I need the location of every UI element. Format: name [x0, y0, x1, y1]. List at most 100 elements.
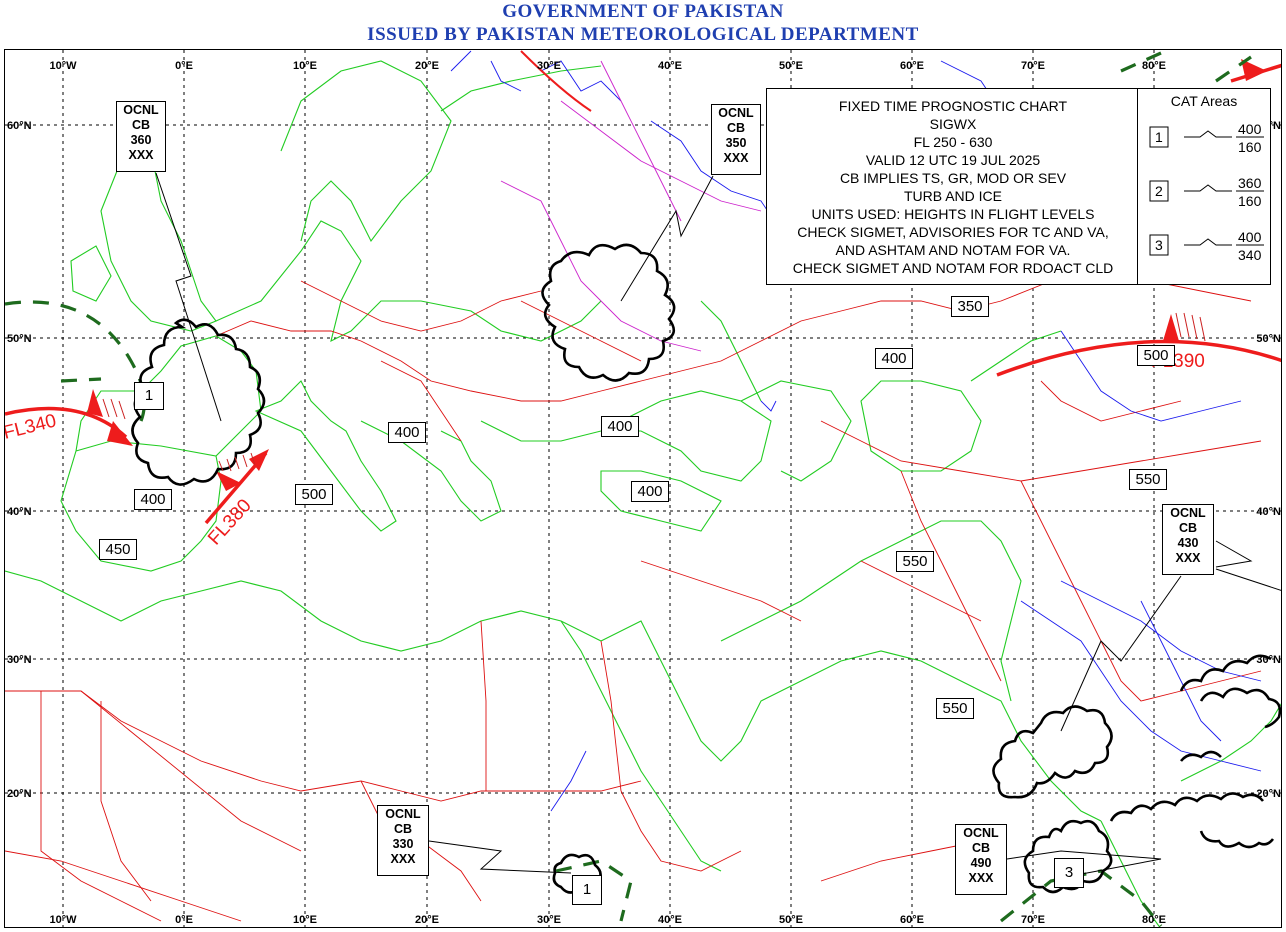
lon-label: 20°E — [415, 914, 439, 926]
lon-label: 80°E — [1142, 60, 1166, 72]
cb-type: CB — [971, 841, 991, 855]
cb-top: 490 — [970, 856, 992, 870]
cat-area-1-boundary — [5, 300, 146, 422]
cb-clouds — [131, 243, 1281, 894]
cb-info-box: OCNL CB 430 XXX — [1162, 504, 1214, 575]
legend-line: UNITS USED: HEIGHTS IN FLIGHT LEVELS — [811, 206, 1095, 222]
header-issuer: ISSUED BY PAKISTAN METEOROLOGICAL DEPART… — [367, 24, 919, 45]
tropopause-height: 400 — [875, 348, 913, 369]
legend-line: FIXED TIME PROGNOSTIC CHART — [838, 98, 1068, 114]
lon-label: 70°E — [1021, 60, 1045, 72]
jet-stream-fl390 — [996, 339, 1281, 377]
cb-info-box: OCNL CB 350 XXX — [711, 104, 761, 175]
cb-info-box: OCNL CB 490 XXX — [955, 824, 1007, 895]
cb-top: 330 — [392, 837, 414, 851]
cb-info-box: OCNL CB 360 XXX — [116, 101, 166, 172]
cb-top: 350 — [725, 136, 747, 150]
cb-leaders — [155, 172, 1281, 877]
legend-line: CB IMPLIES TS, GR, MOD OR SEV — [839, 170, 1067, 186]
lon-label: 10°E — [293, 60, 317, 72]
tropopause-height: 500 — [1137, 345, 1175, 366]
sigwx-map: 10°W 0°E 10°E 20°E 30°E 40°E 50°E 60°E 7… — [4, 49, 1282, 928]
tropopause-height: 550 — [1129, 469, 1167, 490]
cat-area-marker: 1 — [134, 382, 164, 410]
lon-label: 50°E — [779, 60, 803, 72]
tropopause-height: 350 — [951, 296, 989, 317]
jet-arrowhead-ne — [1241, 59, 1267, 81]
lon-label: 10°W — [49, 60, 77, 72]
cb-info-box: OCNL CB 330 XXX — [377, 805, 429, 876]
coastlines — [5, 60, 1281, 927]
fir-boundaries — [500, 60, 762, 352]
cb-base: XXX — [1175, 551, 1201, 565]
legend-line: CHECK SIGMET, ADVISORIES FOR TC AND VA, — [797, 224, 1109, 240]
cb-type: CB — [393, 822, 413, 836]
cb-coverage: OCNL — [123, 103, 159, 117]
tropopause-height: 550 — [896, 551, 934, 572]
cat-area-bottom: 160 — [1238, 193, 1262, 209]
lat-label: 20°N — [7, 788, 32, 800]
lon-label: 10°W — [49, 914, 77, 926]
legend-line: FL 250 - 630 — [913, 134, 993, 150]
lon-label: 20°E — [415, 60, 439, 72]
tropopause-height: 400 — [631, 481, 669, 502]
cat-areas-title: CAT Areas — [1170, 93, 1238, 109]
cb-top: 360 — [130, 133, 152, 147]
cat-area-id: 1 — [1155, 129, 1163, 145]
cb-type: CB — [1178, 521, 1198, 535]
lon-label: 30°E — [537, 60, 561, 72]
cat-area-top: 400 — [1238, 229, 1262, 245]
legend-line: TURB AND ICE — [903, 188, 1002, 204]
political-borders — [5, 200, 1262, 922]
lon-label: 10°E — [293, 914, 317, 926]
lat-label: 30°N — [1256, 654, 1281, 666]
legend-line: CHECK SIGMET AND NOTAM FOR RDOACT CLD — [792, 260, 1114, 276]
tropopause-height: 400 — [601, 416, 639, 437]
jet-arrowhead-fl340 — [107, 421, 133, 446]
lon-label: 60°E — [900, 60, 924, 72]
jet-wind-barb-fl390 — [1163, 314, 1179, 341]
cb-base: XXX — [390, 852, 416, 866]
lat-label: 30°N — [7, 654, 32, 666]
cat-boundaries — [5, 51, 1252, 927]
header-government: GOVERNMENT OF PAKISTAN — [502, 1, 784, 22]
cat-area-top: 400 — [1238, 121, 1262, 137]
tropopause-height: 450 — [99, 539, 137, 560]
lat-label: 20°N — [1256, 788, 1281, 800]
cat-hatching — [102, 312, 1206, 472]
cat-area-bottom: 340 — [1238, 247, 1262, 263]
lon-label: 30°E — [537, 914, 561, 926]
legend-line: VALID 12 UTC 19 JUL 2025 — [865, 152, 1041, 168]
lon-label: 60°E — [900, 914, 924, 926]
longitude-labels-bottom: 10°W 0°E 10°E 20°E 30°E 40°E 50°E 60°E 7… — [49, 914, 1166, 926]
legend-line: AND ASHTAM AND NOTAM FOR VA. — [835, 242, 1071, 258]
cb-coverage: OCNL — [385, 807, 421, 821]
lon-label: 80°E — [1142, 914, 1166, 926]
lat-label: 50°N — [7, 333, 32, 345]
jet-label-fl380: FL380 — [204, 495, 256, 549]
tropopause-height: 400 — [134, 489, 172, 510]
cb-coverage: OCNL — [718, 106, 754, 120]
cat-legend-graphics: 1 2 3 400 160 360 160 400 340 — [1149, 121, 1264, 263]
latitude-labels-left: 60°N 50°N 40°N 30°N 20°N — [7, 120, 32, 800]
lon-label: 40°E — [658, 60, 682, 72]
lat-label: 60°N — [7, 120, 32, 132]
cb-cloud-india-south — [1023, 819, 1113, 894]
cb-type: CB — [726, 121, 746, 135]
jet-arrowheads — [87, 59, 1267, 491]
lat-label: 50°N — [1256, 333, 1281, 345]
lon-label: 0°E — [175, 914, 193, 926]
tropopause-height: 550 — [936, 698, 974, 719]
cat-area-id: 3 — [1155, 237, 1163, 253]
cb-coverage: OCNL — [963, 826, 999, 840]
tropopause-height: 500 — [295, 484, 333, 505]
cb-coverage: OCNL — [1170, 506, 1206, 520]
cb-cloud-east-europe — [541, 243, 676, 382]
cb-type: CB — [131, 118, 151, 132]
jet-arrowhead-fl380 — [249, 449, 269, 471]
longitude-labels-top: 10°W 0°E 10°E 20°E 30°E 40°E 50°E 60°E 7… — [49, 60, 1166, 72]
lat-label: 40°N — [7, 506, 32, 518]
jet-wind-barb-fl340 — [87, 389, 103, 417]
cb-base: XXX — [723, 151, 749, 165]
cb-base: XXX — [968, 871, 994, 885]
